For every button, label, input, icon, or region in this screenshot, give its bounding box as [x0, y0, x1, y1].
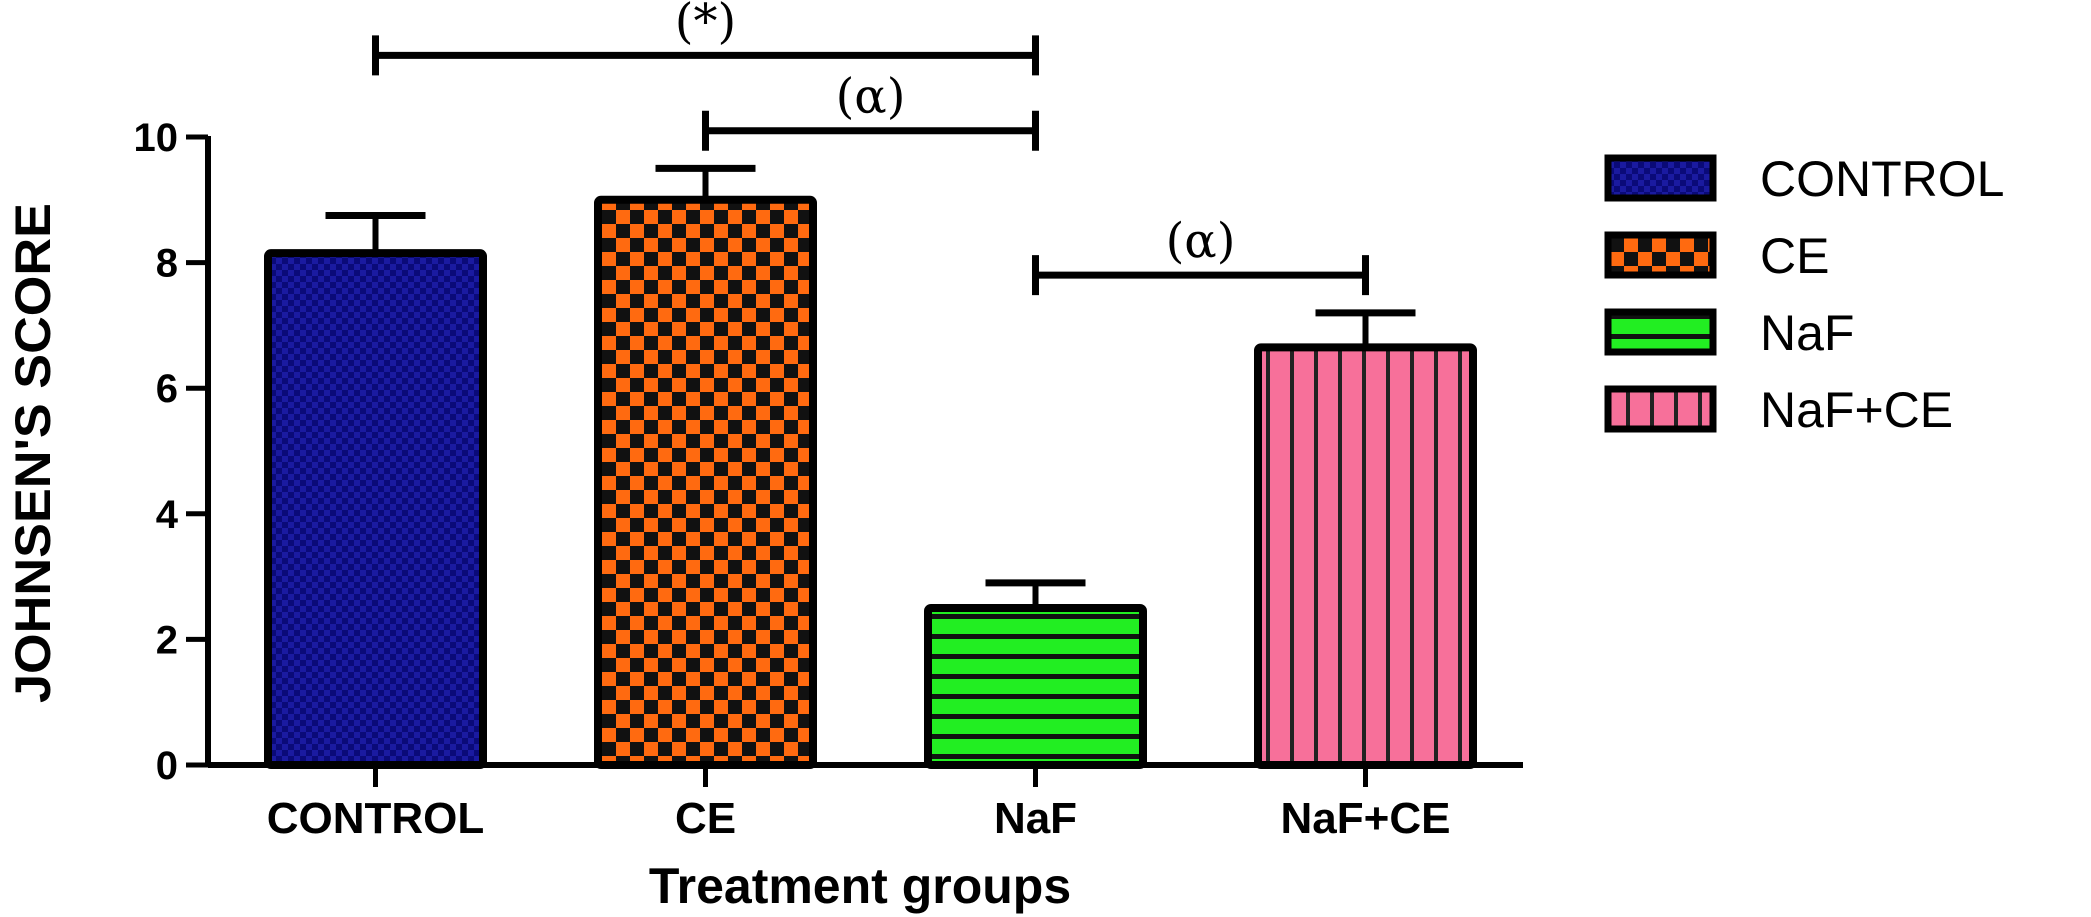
- significance-label: (α): [836, 69, 906, 125]
- y-tick-label: 4: [156, 493, 179, 537]
- x-ticks: CONTROL CE NaF NaF+CE: [267, 765, 1451, 843]
- bar-naf-ce: [1254, 343, 1477, 769]
- y-ticks: 0 2 4 6 8 10: [134, 116, 208, 788]
- x-axis-title: Treatment groups: [649, 858, 1071, 914]
- bars: [264, 164, 1477, 770]
- legend-swatch: [1604, 385, 1717, 433]
- y-axis-title: JOHNSEN'S SCORE: [5, 203, 61, 703]
- legend-label: CONTROL: [1760, 151, 2004, 207]
- legend-swatch: [1604, 154, 1717, 202]
- x-tick-label: NaF: [994, 794, 1077, 843]
- legend: CONTROL CE NaF NaF+CE: [1604, 151, 2004, 438]
- legend-label: NaF+CE: [1760, 382, 1953, 438]
- legend-label: CE: [1760, 228, 1829, 284]
- y-tick-label: 2: [156, 618, 178, 662]
- bar-control: [264, 249, 487, 769]
- bar-naf: [924, 604, 1147, 769]
- y-tick-label: 8: [156, 242, 178, 286]
- significance-label: (α): [1166, 213, 1236, 269]
- bar-ce: [594, 195, 817, 770]
- y-tick-label: 0: [156, 744, 178, 788]
- significance-label: (*): [675, 0, 736, 49]
- legend-swatch: [1604, 231, 1717, 279]
- y-tick-label: 6: [156, 367, 178, 411]
- legend-label: NaF: [1760, 305, 1854, 361]
- significance-brackets: (*) (α) (α): [372, 0, 1369, 296]
- x-tick-label: CONTROL: [267, 794, 485, 843]
- legend-swatch: [1604, 308, 1717, 356]
- x-tick-label: NaF+CE: [1281, 794, 1451, 843]
- x-tick-label: CE: [675, 794, 736, 843]
- y-tick-label: 10: [134, 116, 179, 160]
